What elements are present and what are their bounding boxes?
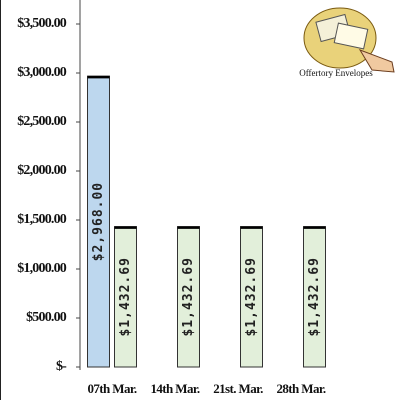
x-tick-label: 28th Mar. (276, 381, 325, 396)
y-tick-label: $500.00 (26, 310, 67, 325)
x-tick-label: 14th Mar. (150, 381, 199, 396)
data-label: $2,968.00 (91, 182, 106, 261)
data-label: $1,432.69 (181, 257, 196, 336)
y-tick-label: $3,000.00 (17, 65, 67, 80)
x-tick-label: 07th Mar. (87, 381, 136, 396)
y-tick-label: $1,000.00 (17, 261, 67, 276)
y-tick-label: $- (56, 359, 67, 374)
data-label: $1,432.69 (118, 257, 133, 336)
y-tick-label: $2,500.00 (17, 114, 67, 129)
chart: Offertory Envelopes $- $500.00 $1,000.00 $1… (0, 0, 404, 400)
x-tick-label: 21st. Mar. (213, 381, 263, 396)
data-label: $1,432.69 (307, 257, 322, 336)
data-label: $1,432.69 (244, 257, 259, 336)
y-tick-label: $2,000.00 (17, 163, 67, 178)
y-tick-label: $3,500.00 (17, 16, 67, 31)
clipart-caption: Offertory Envelopes (299, 68, 373, 78)
y-tick-label: $1,500.00 (17, 212, 67, 227)
